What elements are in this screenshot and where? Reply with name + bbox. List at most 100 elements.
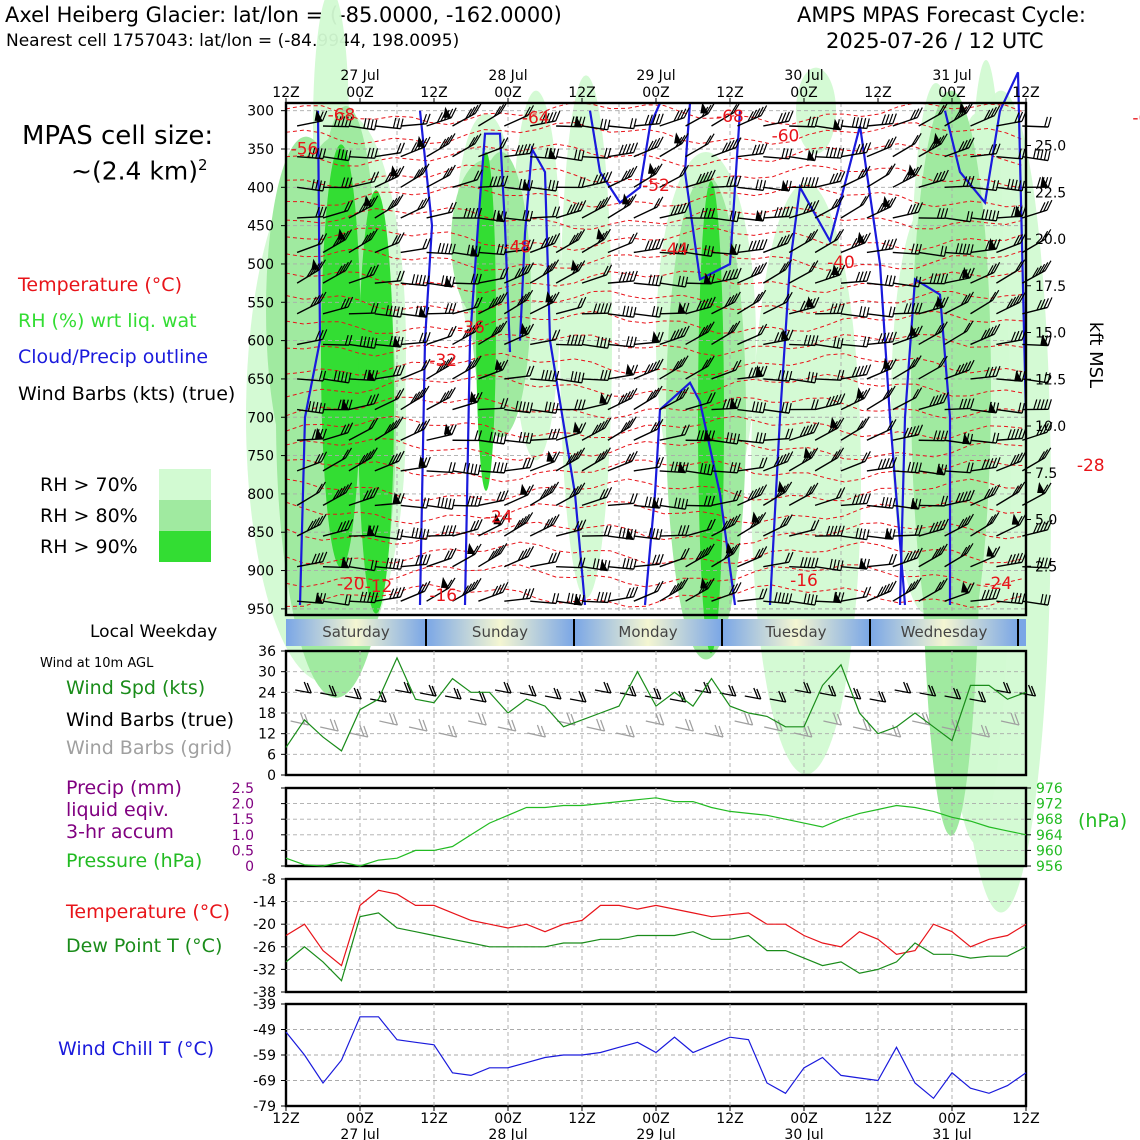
barb-feather (810, 372, 815, 383)
barb-shaft (971, 732, 990, 738)
barb-feather (958, 363, 965, 375)
barb-shaft (944, 369, 970, 380)
barb-feather (804, 232, 812, 244)
barb-feather (492, 209, 497, 221)
wind-barb (426, 164, 456, 188)
barb-feather (759, 239, 764, 250)
barb-feather (840, 560, 844, 571)
wind-barb (892, 324, 923, 346)
barb-feather (367, 230, 375, 242)
barb-shaft (659, 557, 685, 568)
barb-feather (968, 137, 975, 148)
wind-barb (322, 200, 354, 219)
barb-pennant (962, 432, 971, 444)
barb-feather (909, 550, 916, 561)
wind-barb (322, 370, 352, 384)
barb-feather (731, 583, 739, 594)
barb-feather (548, 261, 556, 272)
barb-feather (943, 296, 949, 308)
date-label: 30 Jul (784, 1127, 823, 1140)
barb-feather (600, 369, 604, 381)
barb-feather (884, 497, 889, 508)
barb-shaft (633, 590, 659, 602)
barb-pennant (882, 195, 891, 207)
barb-feather (473, 519, 480, 531)
barb-shaft (659, 504, 686, 510)
barb-feather (647, 362, 654, 374)
barb-feather (890, 136, 897, 147)
barb-feather (499, 268, 506, 280)
barb-shaft (529, 301, 554, 315)
barb-feather (444, 525, 450, 536)
barb-feather (565, 454, 573, 466)
wind-barb (348, 369, 379, 382)
barb-feather (862, 271, 868, 282)
barb-shaft (737, 114, 762, 127)
barb-shaft (788, 457, 813, 472)
barb-feather (706, 297, 713, 309)
barb-feather (477, 246, 481, 257)
weekday-segment (426, 619, 574, 646)
barb-shaft (426, 174, 450, 188)
wind-barb (504, 178, 534, 191)
date-label: 31 Jul (932, 1127, 971, 1140)
barb-feather (315, 179, 319, 191)
barb-feather (836, 171, 842, 183)
barb-feather (342, 484, 349, 495)
isotherm-label: -12 (365, 577, 393, 597)
barb-feather (594, 422, 602, 434)
barb-feather (318, 180, 322, 191)
barb-pennant (935, 295, 944, 307)
barb-feather (684, 499, 689, 510)
barb-feather (995, 365, 1001, 377)
barb-feather (940, 245, 944, 256)
barb-feather (722, 270, 728, 282)
barb-feather (581, 399, 586, 410)
barb-feather (389, 305, 393, 316)
barb-shaft (685, 401, 711, 411)
barb-feather (760, 484, 768, 495)
time-tick-label: 00Z (790, 85, 817, 101)
barb-feather (677, 203, 683, 215)
barb-feather (983, 328, 991, 339)
barb-feather (581, 372, 585, 383)
barb-feather (906, 682, 912, 694)
barb-feather (944, 273, 949, 284)
barb-shaft (737, 597, 764, 602)
barb-feather (788, 402, 792, 414)
barb-feather (910, 426, 916, 437)
barb-feather (866, 142, 872, 153)
pressure-tick-label: 400 (247, 180, 274, 196)
date-label: 29 Jul (636, 68, 675, 84)
barb-shaft (296, 120, 323, 127)
barb-feather (788, 206, 794, 217)
barb-shaft (659, 433, 686, 441)
wind-barb (711, 320, 741, 346)
barb-shaft (814, 457, 838, 472)
barb-shaft (400, 368, 426, 380)
barb-feather (389, 335, 393, 347)
barb-feather (685, 302, 690, 314)
wind-barb (737, 457, 768, 472)
barb-shaft (322, 457, 346, 472)
barb-feather (1043, 149, 1048, 161)
barb-feather (423, 418, 431, 430)
barb-shaft (400, 466, 427, 472)
temperature-tick-label: -8 (262, 872, 276, 888)
barb-pennant (444, 275, 453, 287)
barb-feather (808, 262, 816, 273)
barb-feather (774, 207, 779, 218)
barb-feather (652, 387, 660, 399)
barb-feather (704, 104, 712, 116)
barb-feather (682, 164, 689, 176)
barb-feather (892, 306, 896, 318)
barb-feather (1035, 265, 1042, 277)
barb-shaft (555, 378, 582, 384)
weekday-segment (286, 619, 426, 646)
barb-feather (391, 453, 398, 465)
barb-pennant (1037, 481, 1046, 493)
barb-feather (474, 133, 482, 144)
barb-pennant (833, 591, 842, 603)
wind-barb (866, 496, 896, 509)
barb-feather (507, 718, 513, 731)
